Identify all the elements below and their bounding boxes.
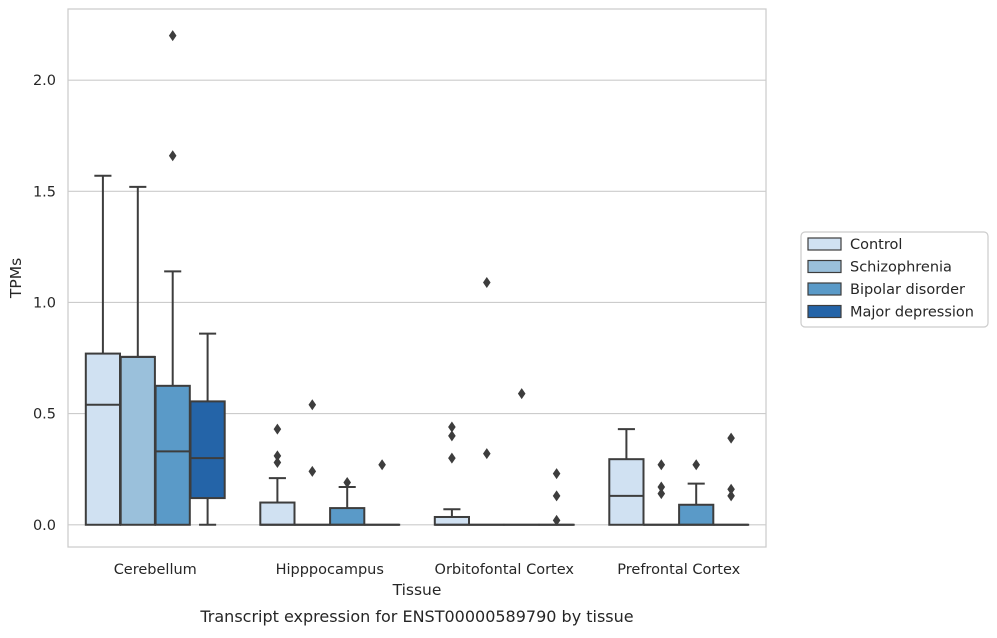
outlier-point [309,399,317,410]
y-tick-labels: 0.0 0.5 1.0 1.5 2.0 [33,73,56,534]
box-body [156,386,190,525]
outlier-point [658,481,666,492]
legend-swatch [808,261,841,273]
box-control [260,424,294,525]
outlier-point [518,388,526,399]
x-tick-label: Orbitofontal Cortex [435,562,575,578]
outlier-point [169,30,177,41]
legend-label: Major depression [850,305,974,321]
outlier-point [727,433,735,444]
box-body [679,505,713,525]
x-axis-label: Tissue [392,581,442,599]
box-body [260,503,294,525]
legend-label: Bipolar disorder [850,282,965,298]
outlier-point [448,421,456,432]
y-tick-label: 1.0 [33,295,56,311]
y-axis-label: TPMs [7,258,25,299]
box-schizophrenia [644,459,678,525]
x-tick-label: Prefrontal Cortex [617,562,740,578]
legend-swatch [808,283,841,295]
box-major-depression [365,459,399,525]
box-body [121,357,155,525]
legend: Control Schizophrenia Bipolar disorder Majo… [801,232,988,327]
box-control [609,429,643,525]
y-tick-label: 0.0 [33,518,56,534]
box-body [86,354,120,525]
x-tick-label: Cerebellum [114,562,197,578]
box-body [330,508,364,525]
outlier-point [692,459,700,470]
box-schizophrenia [470,277,504,525]
outlier-point [483,448,491,459]
outlier-point [553,468,561,479]
box-schizophrenia [295,399,329,525]
box-schizophrenia [121,187,155,525]
outlier-point [378,459,386,470]
outlier-point [448,453,456,464]
legend-label: Control [850,237,902,253]
y-tick-label: 1.5 [33,184,56,200]
y-tick-label: 2.0 [33,73,56,89]
box-control [86,176,120,525]
legend-label: Schizophrenia [850,260,952,276]
outlier-point [169,150,177,161]
legend-swatch [808,306,841,318]
outlier-point [727,484,735,495]
box-bipolar-disorder [330,477,364,525]
chart-caption: Transcript expression for ENST0000058979… [199,607,633,626]
box-layer [86,30,748,526]
outlier-point [274,450,282,461]
outlier-point [658,459,666,470]
box-body [435,517,469,525]
box-bipolar-disorder [679,459,713,525]
box-major-depression [714,433,748,525]
outlier-point [483,277,491,288]
outlier-point [553,490,561,501]
box-major-depression [539,468,573,526]
outlier-point [274,424,282,435]
y-tick-label: 0.5 [33,407,56,423]
box-bipolar-disorder [505,388,539,525]
legend-swatch [808,238,841,250]
box-body [609,459,643,525]
x-tick-labels: Cerebellum Hipppocampus Orbitofontal Corte… [114,562,741,578]
box-body [190,401,224,498]
x-tick-label: Hipppocampus [276,562,384,578]
outlier-point [309,466,317,477]
box-bipolar-disorder [156,30,190,525]
box-control [435,421,469,524]
box-major-depression [190,334,224,525]
